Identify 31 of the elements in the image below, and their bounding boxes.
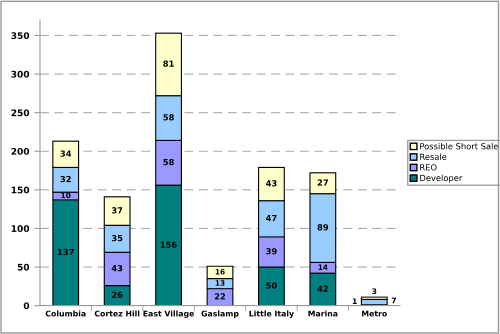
data-label: 27: [318, 179, 328, 186]
data-label: 81: [163, 60, 174, 67]
data-label: 37: [112, 207, 122, 214]
data-label: 42: [317, 286, 328, 292]
data-label: 39: [266, 248, 277, 254]
y-tick-label: 350: [11, 32, 30, 40]
data-label: 43: [266, 180, 277, 186]
y-tick-label: 250: [11, 109, 30, 116]
legend-label: Resale: [420, 154, 446, 160]
y-tick-label: 0: [24, 302, 30, 310]
data-label: 50: [266, 282, 277, 289]
data-label: 43: [112, 265, 122, 272]
data-label: 32: [60, 176, 71, 182]
y-tick-label: 150: [12, 186, 30, 194]
data-label: 156: [160, 242, 177, 248]
legend-label: Developer: [420, 174, 462, 183]
data-label: 35: [112, 234, 122, 242]
data-label: 137: [58, 248, 74, 256]
data-label: 26: [112, 292, 122, 298]
data-label: 34: [60, 150, 72, 157]
data-label: 89: [318, 224, 328, 230]
data-label: 58: [163, 158, 174, 166]
data-label: 47: [266, 215, 277, 222]
y-tick-label: 300: [11, 70, 30, 78]
y-tick-label: 100: [12, 225, 30, 232]
data-label: 58: [163, 114, 174, 120]
legend-label: REO: [420, 164, 437, 171]
y-tick-label: 50: [18, 264, 30, 271]
legend-label: Possible Short Sale: [420, 142, 498, 150]
data-label: 22: [214, 293, 226, 300]
y-tick-label: 200: [11, 148, 30, 155]
